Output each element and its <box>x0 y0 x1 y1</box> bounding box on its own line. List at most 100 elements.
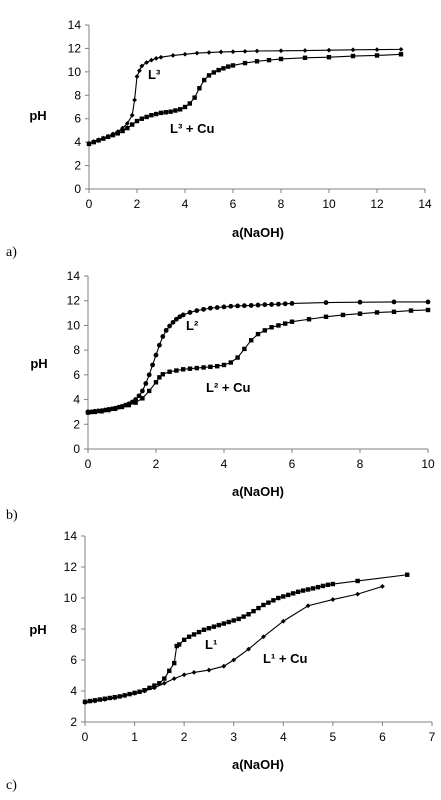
data-point <box>276 595 281 601</box>
data-point <box>289 301 295 306</box>
data-point <box>149 113 154 118</box>
x-tick-label: 6 <box>230 197 237 211</box>
data-point <box>182 51 188 57</box>
data-point <box>187 310 193 315</box>
data-point <box>172 660 177 666</box>
data-point <box>228 360 233 365</box>
data-point <box>325 582 331 588</box>
data-point <box>241 614 246 619</box>
data-point <box>192 95 197 100</box>
data-point <box>129 112 135 118</box>
data-point <box>208 364 213 370</box>
data-point <box>357 311 363 316</box>
data-point <box>350 47 356 53</box>
series-2 <box>85 307 431 415</box>
y-tick-label: 12 <box>64 560 78 574</box>
data-point <box>150 362 156 368</box>
data-point <box>130 122 135 127</box>
series-annotation: L² <box>186 318 199 333</box>
data-point <box>139 63 145 69</box>
y-tick-label: 10 <box>67 318 81 332</box>
series-line <box>87 309 429 414</box>
data-point <box>170 53 176 58</box>
data-point <box>278 48 284 54</box>
data-point <box>408 308 414 313</box>
data-point <box>157 375 162 380</box>
series-2 <box>86 52 404 147</box>
data-point <box>405 572 410 577</box>
y-tick-label: 4 <box>70 684 77 698</box>
data-point <box>235 355 240 360</box>
data-point <box>355 591 361 597</box>
data-point <box>221 66 226 71</box>
data-point <box>99 409 104 414</box>
data-point <box>278 56 284 62</box>
x-tick-label: 6 <box>289 457 296 471</box>
data-point <box>425 307 431 313</box>
data-point <box>153 352 159 358</box>
data-point <box>310 586 316 591</box>
y-tick-label: 4 <box>74 135 81 149</box>
data-point <box>235 303 241 309</box>
y-tick-label: 12 <box>68 41 82 55</box>
data-point <box>374 47 380 52</box>
x-tick-label: 4 <box>182 197 189 211</box>
x-tick-label: 7 <box>429 730 436 744</box>
y-tick-label: 2 <box>74 159 81 173</box>
data-point <box>153 55 159 61</box>
x-tick-label: 10 <box>421 457 435 471</box>
y-tick-label: 4 <box>73 393 80 407</box>
data-point <box>163 327 169 333</box>
data-point <box>132 690 137 696</box>
data-point <box>261 602 266 608</box>
data-point <box>255 302 261 308</box>
data-point <box>216 67 221 73</box>
data-point <box>330 581 336 587</box>
y-tick-label: 10 <box>64 591 78 605</box>
data-point <box>144 114 149 120</box>
data-point <box>211 70 216 75</box>
x-tick-label: 0 <box>82 730 89 744</box>
x-tick-label: 4 <box>280 730 287 744</box>
data-point <box>391 299 397 305</box>
data-point <box>326 47 332 53</box>
y-tick-label: 10 <box>68 65 82 79</box>
data-point <box>282 301 288 307</box>
data-point <box>92 409 97 415</box>
data-point <box>82 700 88 706</box>
y-tick-label: 6 <box>74 112 81 126</box>
data-point <box>320 583 326 589</box>
data-point <box>391 309 397 315</box>
data-point <box>300 588 306 593</box>
data-point <box>246 612 251 617</box>
data-point <box>350 53 356 59</box>
data-point <box>315 584 321 590</box>
data-point <box>167 369 172 374</box>
data-point <box>374 310 380 315</box>
data-point <box>91 139 96 145</box>
y-tick-label: 14 <box>64 529 78 543</box>
data-point <box>302 55 308 60</box>
series-1 <box>82 572 410 705</box>
data-point <box>106 407 111 413</box>
data-point <box>206 667 212 673</box>
data-point <box>186 634 192 639</box>
data-point <box>167 323 173 329</box>
x-tick-label: 3 <box>230 730 237 744</box>
x-tick-label: 1 <box>131 730 138 744</box>
data-point <box>163 110 168 115</box>
data-point <box>251 608 256 614</box>
data-point <box>126 402 131 408</box>
data-point <box>147 388 152 394</box>
data-point <box>374 53 380 58</box>
data-point <box>206 626 212 631</box>
x-tick-label: 4 <box>221 457 228 471</box>
data-point <box>355 578 360 584</box>
series-line <box>88 53 402 145</box>
data-point <box>242 303 247 309</box>
data-point <box>144 60 149 65</box>
data-point <box>398 52 404 57</box>
data-point <box>142 688 147 694</box>
series-annotation: L³ <box>148 67 161 82</box>
